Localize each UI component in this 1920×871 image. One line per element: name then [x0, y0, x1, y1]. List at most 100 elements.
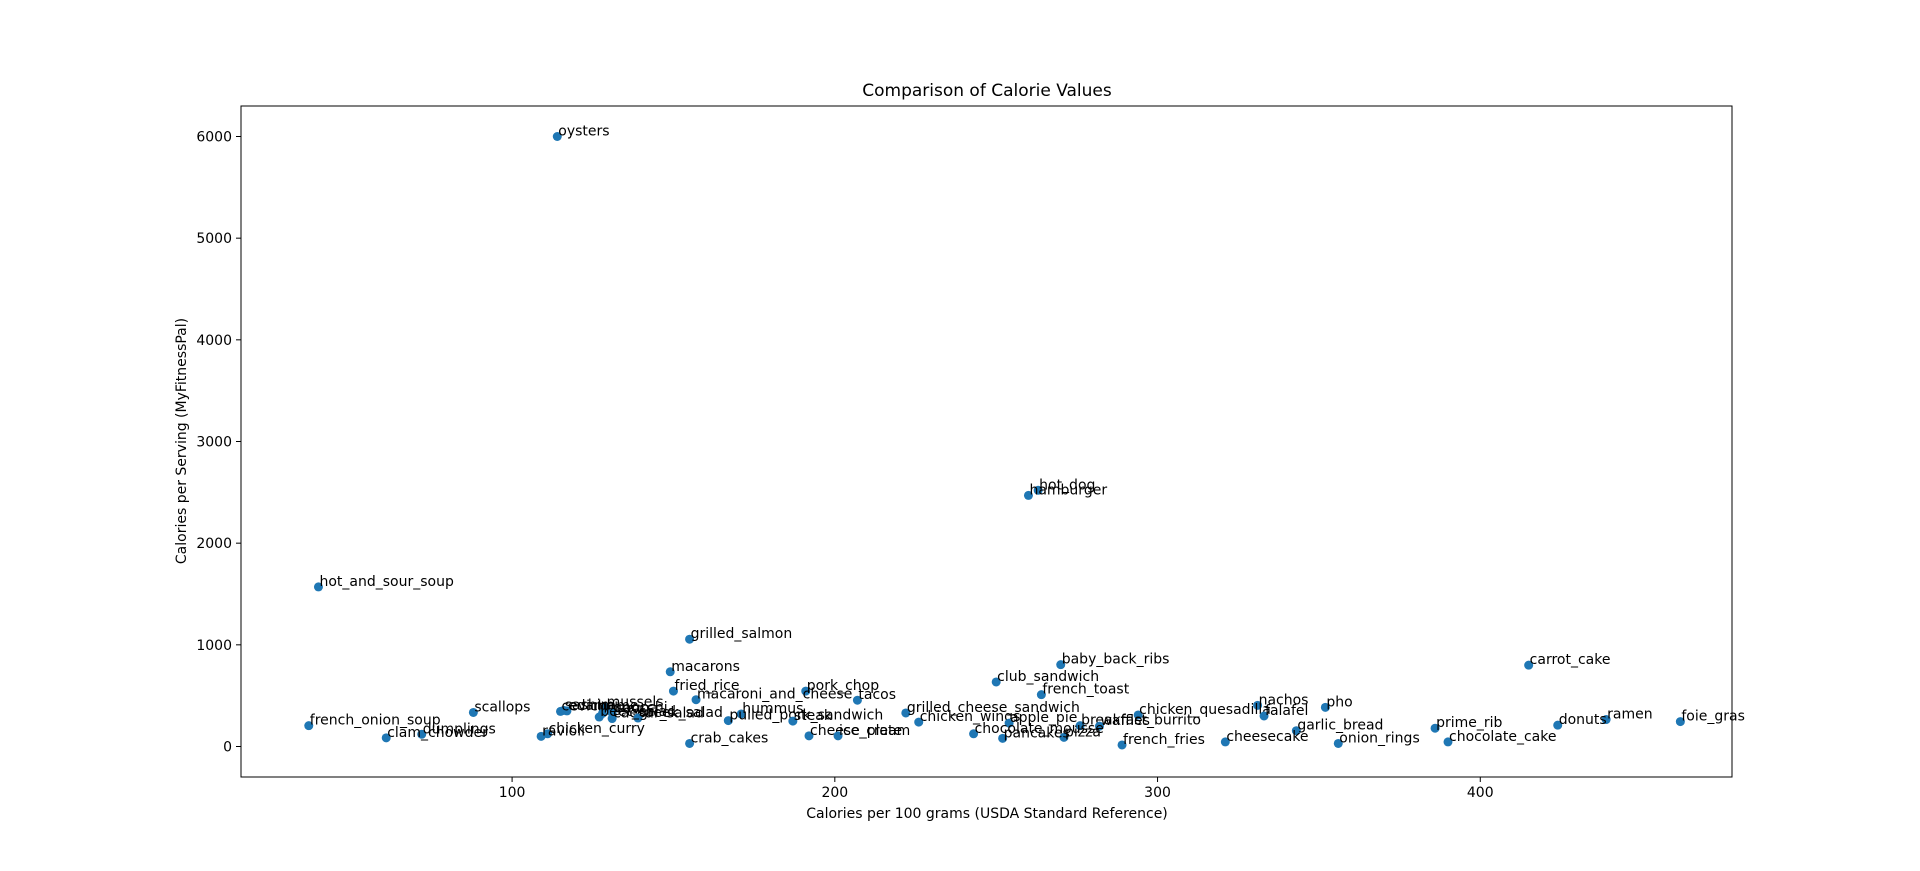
- data-point-edamame: [562, 706, 572, 716]
- point-label-steak: steak: [794, 708, 833, 724]
- data-point-chocolate_cake: [1443, 737, 1453, 747]
- data-point-cheesecake: [1220, 737, 1230, 747]
- point-label-club_sandwich: club_sandwich: [997, 669, 1099, 685]
- point-label-greek_salad: greek_salad: [639, 705, 723, 721]
- data-point-greek_salad: [633, 713, 643, 723]
- point-label-beet_salad: beet_salad: [600, 704, 676, 720]
- data-point-ice_cream: [833, 731, 843, 741]
- plot-frame: [240, 105, 1733, 778]
- point-label-hamburger: hamburger: [1029, 482, 1107, 498]
- point-label-chocolate_cake: chocolate_cake: [1449, 729, 1556, 745]
- data-point-breakfast_burrito: [1075, 721, 1085, 731]
- data-point-grilled_cheese_sandwich: [901, 708, 911, 718]
- data-point-macarons: [665, 667, 675, 677]
- data-point-dumplings: [417, 729, 427, 739]
- data-point-pulled_pork_sandwich: [723, 716, 733, 726]
- point-label-hot_dog: hot_dog: [1039, 477, 1095, 493]
- point-label-cheesecake: cheesecake: [1226, 729, 1308, 745]
- data-point-prime_rib: [1430, 723, 1440, 733]
- point-label-prime_rib: prime_rib: [1436, 715, 1502, 731]
- data-point-carrot_cake: [1524, 660, 1534, 670]
- point-label-fried_rice: fried_rice: [674, 678, 739, 694]
- data-point-hot_dog: [1033, 485, 1043, 495]
- point-label-scallops: scallops: [474, 699, 530, 715]
- data-point-chicken_quesadilla: [1133, 710, 1143, 720]
- data-point-grilled_salmon: [685, 634, 695, 644]
- point-label-baby_back_ribs: baby_back_ribs: [1062, 652, 1170, 668]
- data-point-clam_chowder: [381, 733, 391, 743]
- point-label-chicken_wings: chicken_wings: [920, 709, 1021, 725]
- data-point-falafel: [1259, 711, 1269, 721]
- data-point-apple_pie: [1004, 718, 1014, 728]
- point-label-macarons: macarons: [671, 659, 740, 675]
- data-point-ravioli: [536, 731, 546, 741]
- y-tick-label: 5000: [196, 231, 232, 247]
- point-label-waffles: waffles: [1100, 713, 1149, 729]
- data-point-steak: [788, 716, 798, 726]
- point-label-pizza: pizza: [1065, 724, 1101, 740]
- point-label-foie_gras: foie_gras: [1681, 709, 1745, 725]
- point-label-grilled_salmon: grilled_salmon: [691, 626, 793, 642]
- data-point-macaroni_and_cheese: [691, 695, 701, 705]
- point-label-chicken_quesadilla: chicken_quesadilla: [1139, 702, 1271, 718]
- data-point-hot_and_sour_soup: [313, 582, 323, 592]
- y-axis-title: Calories per Serving (MyFitnessPal): [174, 318, 190, 564]
- data-point-beet_salad: [594, 712, 604, 722]
- data-point-onion_rings: [1333, 738, 1343, 748]
- point-label-donuts: donuts: [1559, 712, 1607, 728]
- point-label-ravioli: ravioli: [542, 723, 585, 739]
- point-label-mussels: mussels: [607, 694, 664, 710]
- point-label-chicken_curry: chicken_curry: [549, 721, 645, 737]
- point-label-pho: pho: [1326, 694, 1352, 710]
- point-label-ramen: ramen: [1607, 707, 1652, 723]
- point-label-sashimi: sashimi: [565, 697, 618, 713]
- data-point-waffles: [1094, 721, 1104, 731]
- data-point-scallops: [468, 707, 478, 717]
- point-label-macaroni_and_cheese: macaroni_and_cheese: [697, 687, 852, 703]
- point-label-pulled_pork_sandwich: pulled_pork_sandwich: [729, 708, 883, 724]
- data-point-hamburger: [1023, 490, 1033, 500]
- x-tick-label: 300: [1144, 785, 1171, 801]
- data-point-chocolate_mousse: [969, 729, 979, 739]
- chart-title: Comparison of Calorie Values: [862, 81, 1112, 101]
- x-tick-label: 200: [821, 785, 848, 801]
- point-label-gnocchi: gnocchi: [613, 700, 667, 716]
- data-point-french_onion_soup: [304, 721, 314, 731]
- x-tick-label: 400: [1467, 785, 1494, 801]
- data-point-ceviche: [556, 706, 565, 716]
- data-point-ramen: [1601, 715, 1611, 725]
- y-tick-label: 0: [223, 740, 232, 756]
- point-label-dumplings: dumplings: [423, 721, 496, 737]
- point-label-apple_pie: apple_pie: [1010, 710, 1077, 726]
- point-label-ice_cream: ice_cream: [839, 723, 910, 739]
- data-point-pho: [1320, 702, 1330, 712]
- data-point-donuts: [1553, 720, 1563, 730]
- data-point-french_toast: [1036, 690, 1046, 700]
- y-tick-label: 2000: [196, 536, 232, 552]
- data-point-hummus: [736, 709, 746, 719]
- point-label-lasagna: lasagna: [603, 700, 658, 716]
- point-label-pork_chop: pork_chop: [807, 678, 879, 694]
- point-label-hummus: hummus: [742, 701, 803, 717]
- x-tick-label: 100: [499, 785, 526, 801]
- point-label-tacos: tacos: [858, 687, 896, 703]
- data-point-baby_back_ribs: [1056, 660, 1066, 670]
- data-point-caesar_salad: [607, 714, 617, 724]
- data-point-cheese_plate: [804, 731, 814, 741]
- point-label-oysters: oysters: [558, 124, 609, 140]
- data-point-nachos: [1253, 700, 1263, 710]
- data-point-oysters: [552, 132, 562, 141]
- data-point-pizza: [1059, 732, 1069, 742]
- point-label-pancakes: pancakes: [1004, 725, 1070, 741]
- x-axis-title: Calories per 100 grams (USDA Standard Re…: [806, 806, 1168, 822]
- point-label-grilled_cheese_sandwich: grilled_cheese_sandwich: [907, 700, 1080, 716]
- data-point-pork_chop: [801, 686, 811, 696]
- y-tick-label: 6000: [196, 130, 232, 146]
- point-label-onion_rings: onion_rings: [1339, 730, 1419, 746]
- data-point-club_sandwich: [991, 677, 1001, 687]
- y-tick-label: 4000: [196, 333, 232, 349]
- data-point-foie_gras: [1675, 717, 1685, 727]
